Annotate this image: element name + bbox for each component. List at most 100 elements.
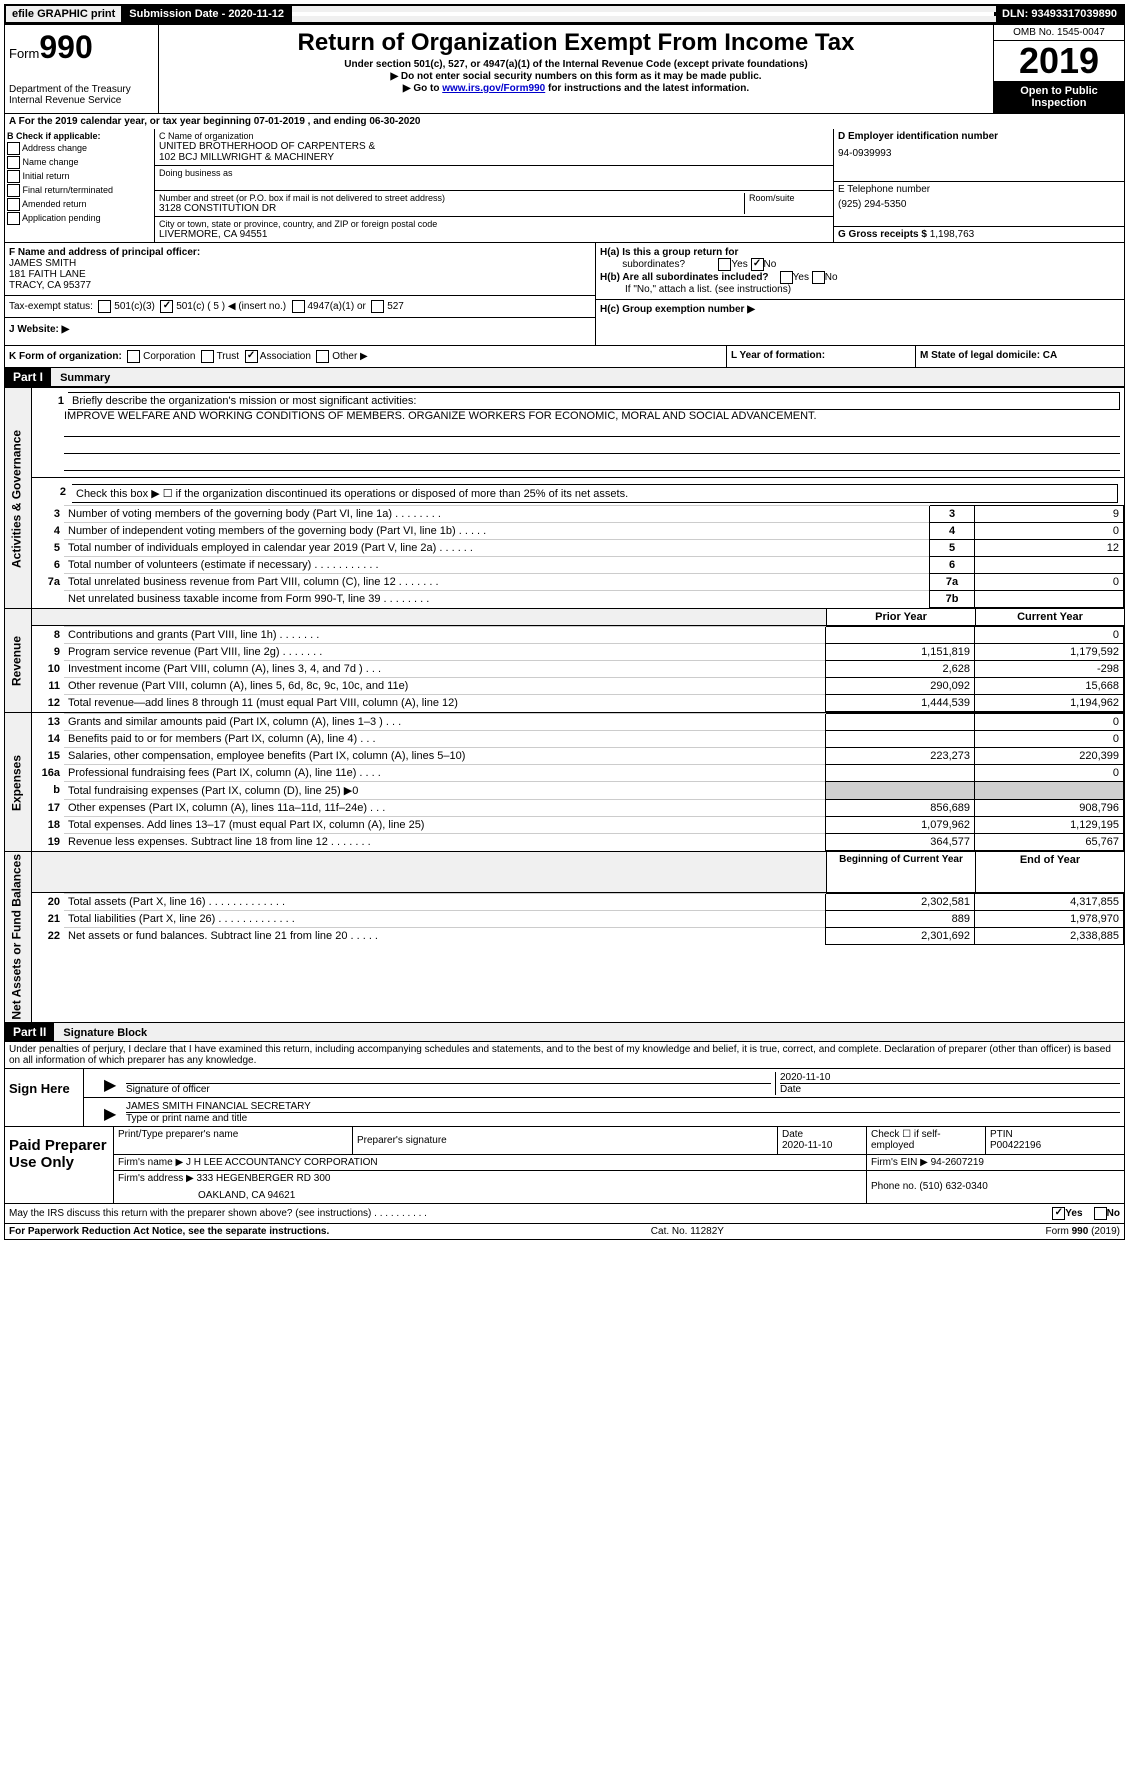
h-b-row: H(b) Are all subordinates included? Yes … — [600, 271, 1120, 295]
gov-row: 5Total number of individuals employed in… — [32, 540, 1124, 557]
opt-final: Final return/terminated — [23, 185, 114, 195]
opt-name: Name change — [23, 157, 79, 167]
table-row: 15Salaries, other compensation, employee… — [32, 748, 1124, 765]
table-row: 10Investment income (Part VIII, column (… — [32, 661, 1124, 678]
gross-cell: G Gross receipts $ 1,198,763 — [834, 227, 1124, 242]
city-value: LIVERMORE, CA 94551 — [159, 229, 829, 240]
table-row: 22Net assets or fund balances. Subtract … — [32, 928, 1124, 945]
part1-bar: Part I Summary — [4, 368, 1125, 387]
gov-row: Net unrelated business taxable income fr… — [32, 591, 1124, 608]
chk-discuss-no[interactable] — [1094, 1207, 1107, 1220]
officer-name: JAMES SMITH — [9, 258, 76, 269]
dba-label: Doing business as — [159, 168, 829, 178]
part2-header: Part II — [5, 1023, 54, 1041]
chk-name[interactable]: Name change — [7, 156, 152, 169]
header-center: Return of Organization Exempt From Incom… — [159, 25, 993, 113]
opt-address: Address change — [22, 143, 87, 153]
part1-table: Activities & Governance 1Briefly describ… — [4, 387, 1125, 1023]
discuss-text: May the IRS discuss this return with the… — [9, 1208, 427, 1219]
chk-trust[interactable] — [201, 350, 214, 363]
gov-row: 3Number of voting members of the governi… — [32, 506, 1124, 523]
chk-501c3[interactable] — [98, 300, 111, 313]
chk-final[interactable]: Final return/terminated — [7, 184, 152, 197]
table-row: 14Benefits paid to or for members (Part … — [32, 731, 1124, 748]
cat-number: Cat. No. 11282Y — [651, 1226, 724, 1237]
gross-value: 1,198,763 — [930, 229, 975, 240]
opt-initial: Initial return — [23, 171, 70, 181]
dln-label: DLN: 93493317039890 — [996, 6, 1123, 22]
chk-hb-no[interactable] — [812, 271, 825, 284]
ein-cell: D Employer identification number 94-0939… — [834, 129, 1124, 182]
assoc-label: Association — [260, 351, 311, 362]
hb-note: If "No," attach a list. (see instruction… — [625, 284, 791, 295]
table-row: bTotal fundraising expenses (Part IX, co… — [32, 782, 1124, 800]
section-d: D Employer identification number 94-0939… — [834, 129, 1124, 242]
hc-label: H(c) Group exemption number ▶ — [600, 304, 755, 315]
room-label: Room/suite — [744, 193, 829, 214]
instructions-link[interactable]: www.irs.gov/Form990 — [442, 83, 545, 94]
chk-527[interactable] — [371, 300, 384, 313]
chk-pending[interactable]: Application pending — [7, 212, 152, 225]
part1-header: Part I — [5, 368, 51, 386]
sig-arrow-icon: ▶ — [104, 1075, 122, 1095]
sig-date-value: 2020-11-10 — [780, 1072, 1120, 1083]
chk-ha-no[interactable] — [751, 258, 764, 271]
top-bar: efile GRAPHIC print Submission Date - 20… — [4, 4, 1125, 24]
part2-title: Signature Block — [57, 1027, 147, 1039]
prep-col1-label: Print/Type preparer's name — [118, 1129, 348, 1140]
name-label: C Name of organization — [159, 131, 829, 141]
paperwork-notice: For Paperwork Reduction Act Notice, see … — [9, 1226, 329, 1237]
dba-cell: Doing business as — [155, 166, 833, 191]
chk-hb-yes[interactable] — [780, 271, 793, 284]
sig-arrow2-icon: ▶ — [104, 1104, 122, 1124]
table-row: 21Total liabilities (Part X, line 26) . … — [32, 911, 1124, 928]
end-year-header: End of Year — [976, 852, 1125, 893]
firm-addr2: OAKLAND, CA 94621 — [118, 1184, 862, 1201]
efile-label[interactable]: efile GRAPHIC print — [6, 6, 123, 22]
chk-4947[interactable] — [292, 300, 305, 313]
chk-other[interactable] — [316, 350, 329, 363]
subtitle-1: Under section 501(c), 527, or 4947(a)(1)… — [167, 59, 985, 70]
chk-assoc[interactable] — [245, 350, 258, 363]
sig-officer-label: Signature of officer — [126, 1083, 771, 1095]
chk-address[interactable]: Address change — [7, 142, 152, 155]
sig-name-label: Type or print name and title — [126, 1112, 1120, 1124]
org-name-1: UNITED BROTHERHOOD OF CARPENTERS & — [159, 141, 829, 152]
perjury-text: Under penalties of perjury, I declare th… — [4, 1042, 1125, 1069]
firm-ein-value: 94-2607219 — [931, 1157, 984, 1168]
table-row: 17Other expenses (Part IX, column (A), l… — [32, 800, 1124, 817]
omb-number: OMB No. 1545-0047 — [994, 25, 1124, 41]
prior-year-header: Prior Year — [827, 609, 976, 626]
chk-corp[interactable] — [127, 350, 140, 363]
opt-amended: Amended return — [22, 199, 87, 209]
form-ref: Form 990 (2019) — [1046, 1226, 1121, 1237]
trust-label: Trust — [217, 351, 239, 362]
org-name-2: 102 BCJ MILLWRIGHT & MACHINERY — [159, 152, 829, 163]
other-label: Other ▶ — [332, 351, 367, 362]
chk-501c[interactable] — [160, 300, 173, 313]
gov-row: 6Total number of volunteers (estimate if… — [32, 557, 1124, 574]
section-fh: F Name and address of principal officer:… — [4, 243, 1125, 346]
dept-label: Department of the Treasury — [9, 84, 154, 95]
chk-discuss-yes[interactable] — [1052, 1207, 1065, 1220]
street-value: 3128 CONSTITUTION DR — [159, 203, 744, 214]
section-f: F Name and address of principal officer:… — [5, 243, 596, 345]
chk-amended[interactable]: Amended return — [7, 198, 152, 211]
line-a: A For the 2019 calendar year, or tax yea… — [4, 114, 1125, 129]
table-row: 19Revenue less expenses. Subtract line 1… — [32, 834, 1124, 851]
side-expenses: Expenses — [5, 713, 32, 852]
chk-initial[interactable]: Initial return — [7, 170, 152, 183]
table-row: 16aProfessional fundraising fees (Part I… — [32, 765, 1124, 782]
submission-date: Submission Date - 2020-11-12 — [123, 6, 292, 22]
tax-year: 2019 — [994, 41, 1124, 81]
527-label: 527 — [387, 301, 404, 312]
chk-ha-yes[interactable] — [718, 258, 731, 271]
officer-addr2: TRACY, CA 95377 — [9, 280, 91, 291]
ptin-value: P00422196 — [990, 1140, 1120, 1151]
sign-here-label: Sign Here — [5, 1069, 84, 1126]
phone-cell: E Telephone number (925) 294-5350 — [834, 182, 1124, 227]
officer-addr1: 181 FAITH LANE — [9, 269, 86, 280]
org-name-cell: C Name of organization UNITED BROTHERHOO… — [155, 129, 833, 166]
ha-sub: subordinates? — [622, 259, 685, 270]
street-cell: Number and street (or P.O. box if mail i… — [155, 191, 833, 217]
